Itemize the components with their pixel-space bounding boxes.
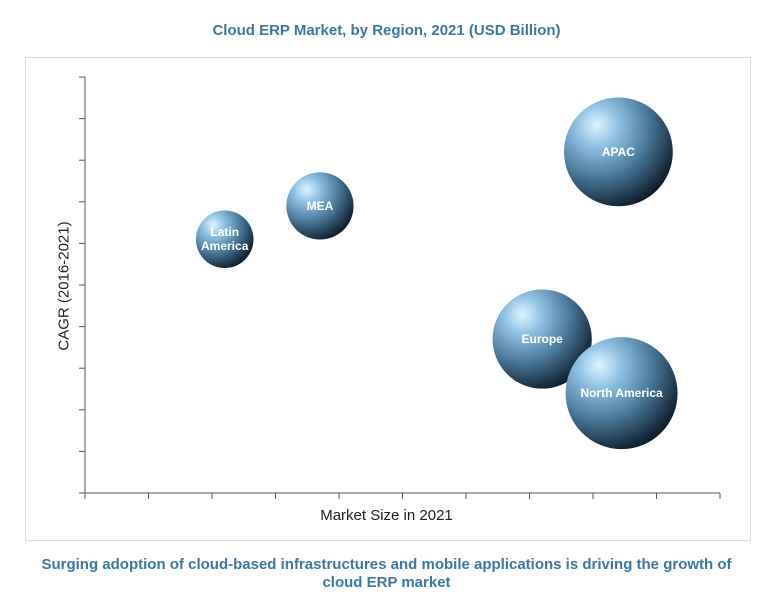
bubble-north-america: North America [565, 337, 678, 450]
y-axis-label: CAGR (2016-2021) [55, 221, 73, 351]
bubble-apac-label: APAC [602, 145, 635, 159]
footer-caption: Surging adoption of cloud-based infrastr… [41, 556, 732, 591]
bubble-europe-circle [492, 289, 592, 389]
bubble-mea-label: MEA [307, 199, 334, 213]
bubble-apac: APAC [564, 97, 673, 207]
bubble-mea-circle [286, 172, 354, 240]
bubble-latin-america-label: Latin [210, 225, 239, 239]
bubble-europe-label: Europe [522, 332, 564, 346]
bubble-latin-america-circle [195, 210, 254, 269]
bubble-mea: MEA [286, 172, 354, 240]
x-axis-label: Market Size in 2021 [320, 507, 453, 524]
bubble-apac-circle [564, 97, 673, 207]
bubble-latin-america-label: America [201, 239, 249, 253]
bubble-north-america-circle [565, 337, 678, 450]
bubble-europe: Europe [492, 289, 592, 389]
plot-frame [25, 57, 751, 541]
chart-title: Cloud ERP Market, by Region, 2021 (USD B… [212, 22, 561, 39]
bubble-north-america-label: North America [580, 386, 663, 400]
